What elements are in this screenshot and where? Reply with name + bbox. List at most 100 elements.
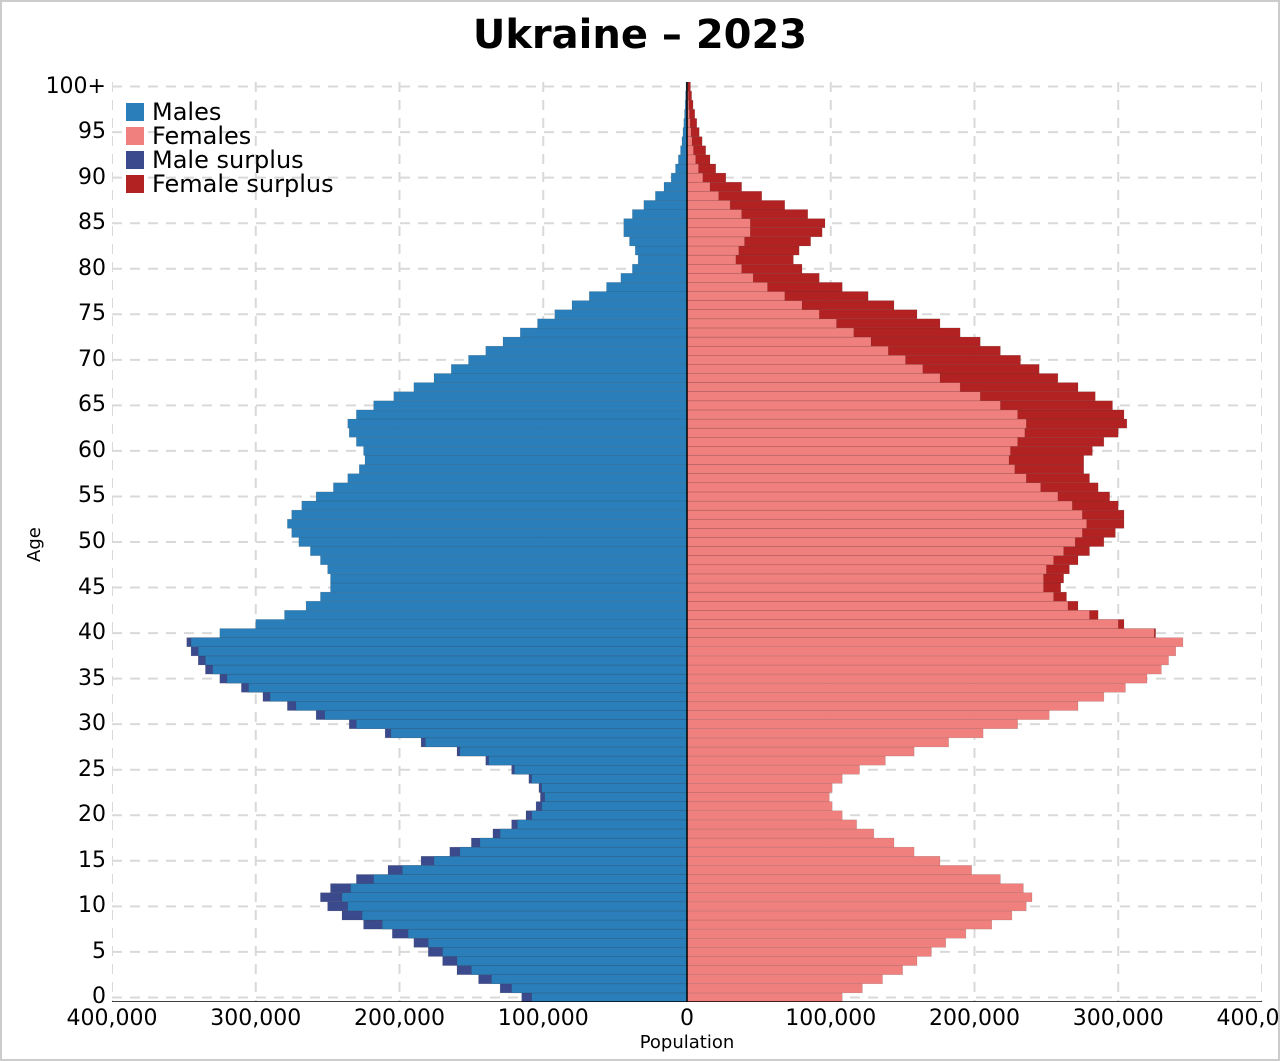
bar-males	[359, 465, 687, 474]
bar-females	[687, 756, 885, 765]
bar-females	[687, 783, 832, 792]
bar-females	[687, 629, 1154, 638]
plot-area	[112, 82, 1262, 1002]
bar-females	[687, 865, 972, 874]
bar-females	[687, 847, 914, 856]
bar-males	[655, 191, 687, 200]
bar-males	[310, 547, 687, 556]
bar-females	[687, 929, 966, 938]
bar-males	[471, 966, 687, 975]
bar-males	[624, 228, 687, 237]
bar-males	[356, 437, 687, 446]
bar-males	[348, 902, 687, 911]
bar-males	[331, 583, 688, 592]
bar-males	[532, 811, 687, 820]
bar-males	[671, 173, 687, 182]
y-tick-label: 10	[36, 893, 106, 918]
legend-item: Female surplus	[126, 172, 334, 196]
legend-label: Males	[152, 100, 221, 124]
bar-females	[687, 219, 750, 228]
legend-swatch	[126, 127, 144, 145]
bar-males	[512, 984, 687, 993]
bar-males	[457, 956, 687, 965]
legend-label: Male surplus	[152, 148, 304, 172]
bar-females	[687, 292, 785, 301]
bar-females	[687, 528, 1082, 537]
bar-females	[687, 692, 1104, 701]
bar-males	[292, 510, 687, 519]
bar-females	[687, 829, 874, 838]
bar-males	[391, 729, 687, 738]
y-tick-label: 80	[36, 256, 106, 281]
bar-females	[687, 683, 1125, 692]
legend-item: Females	[126, 124, 334, 148]
bar-females	[687, 674, 1147, 683]
bar-males	[287, 519, 687, 528]
x-tick-label: 300,000	[1058, 1006, 1178, 1031]
bar-males	[249, 683, 687, 692]
bar-males	[520, 328, 687, 337]
bar-males	[356, 720, 687, 729]
bar-males	[545, 792, 687, 801]
bar-females	[687, 984, 862, 993]
bar-males	[394, 392, 687, 401]
bar-males	[644, 200, 687, 209]
bar-males	[325, 711, 687, 720]
y-tick-label: 20	[36, 802, 106, 827]
bar-females	[687, 902, 1026, 911]
bar-females	[687, 455, 1009, 464]
bar-males	[572, 301, 687, 310]
bar-females	[687, 583, 1044, 592]
bar-males	[356, 410, 687, 419]
x-axis-label: Population	[112, 1032, 1262, 1053]
bar-males	[681, 146, 687, 155]
bar-females	[687, 738, 949, 747]
bar-males	[316, 492, 687, 501]
bar-females	[687, 720, 1018, 729]
bar-males	[364, 446, 687, 455]
bar-males	[362, 911, 687, 920]
bar-males	[320, 592, 687, 601]
bar-males	[532, 774, 687, 783]
bar-males	[682, 137, 687, 146]
y-tick-label: 40	[36, 620, 106, 645]
bar-males	[621, 273, 687, 282]
x-tick-label: 0	[627, 1006, 747, 1031]
bar-females	[687, 774, 842, 783]
bar-males	[296, 701, 687, 710]
bar-females	[687, 410, 1018, 419]
bar-females	[687, 228, 750, 237]
bar-males	[434, 856, 687, 865]
bar-males	[480, 838, 687, 847]
bar-females	[687, 638, 1183, 647]
bar-females	[687, 364, 923, 373]
bar-males	[342, 893, 687, 902]
x-tick-label: 100,000	[483, 1006, 603, 1031]
x-tick-label: 400,000	[1202, 1006, 1280, 1031]
bar-females	[687, 401, 1000, 410]
bars	[187, 82, 1183, 1002]
bar-males	[635, 246, 687, 255]
bar-females	[687, 729, 983, 738]
bar-females	[687, 893, 1032, 902]
bar-males	[205, 656, 687, 665]
bar-females	[687, 164, 699, 173]
legend: MalesFemalesMale surplusFemale surplus	[126, 100, 334, 196]
bar-females	[687, 273, 753, 282]
legend-swatch	[126, 175, 144, 193]
bar-males	[434, 373, 687, 382]
bar-females	[687, 601, 1068, 610]
bar-females	[687, 547, 1064, 556]
bar-males	[632, 210, 687, 219]
bar-males	[374, 401, 687, 410]
x-tick-label: 300,000	[196, 1006, 316, 1031]
legend-item: Males	[126, 100, 334, 124]
bar-males	[191, 638, 687, 647]
bar-males	[374, 874, 687, 883]
bar-males	[382, 920, 687, 929]
y-tick-label: 95	[36, 119, 106, 144]
bar-males	[460, 747, 687, 756]
bar-females	[687, 355, 906, 364]
bar-males	[624, 219, 687, 228]
bar-males	[428, 938, 687, 947]
